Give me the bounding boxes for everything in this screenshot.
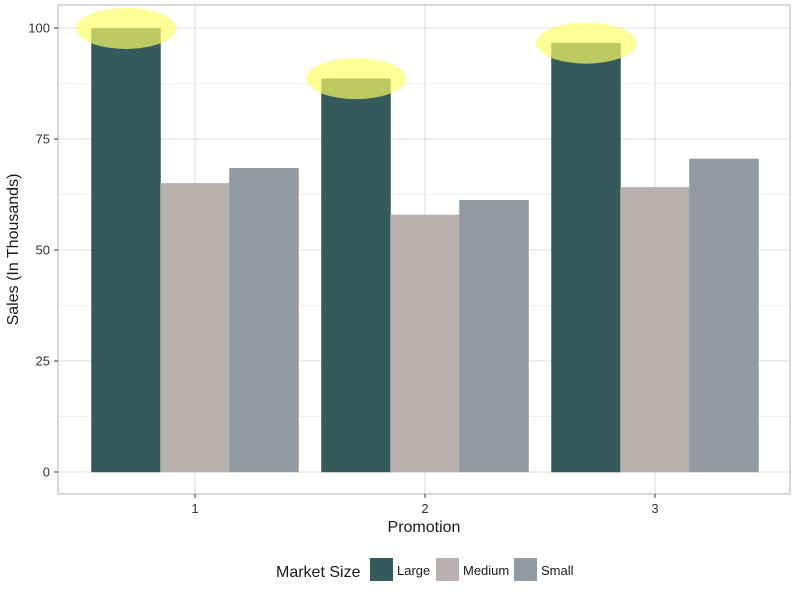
legend-label-large: Large bbox=[397, 563, 430, 578]
highlight-ellipse-3 bbox=[536, 22, 636, 64]
x-axis-ticks: 1 2 3 bbox=[191, 494, 659, 516]
bar-medium-3 bbox=[620, 187, 690, 473]
bar-medium-1 bbox=[160, 183, 230, 473]
y-axis-title: Sales (In Thousands) bbox=[5, 174, 22, 326]
bar-large-1 bbox=[91, 28, 161, 473]
bar-small-1 bbox=[229, 168, 299, 473]
y-tick-label: 0 bbox=[43, 465, 50, 480]
legend: Market Size Large Medium Small bbox=[276, 558, 574, 581]
legend-title: Market Size bbox=[276, 564, 361, 581]
y-tick-label: 50 bbox=[36, 243, 50, 258]
highlight-ellipse-1 bbox=[76, 7, 176, 49]
x-tick-label: 3 bbox=[651, 501, 658, 516]
x-axis-title: Promotion bbox=[388, 519, 461, 536]
bar-large-2 bbox=[321, 78, 391, 473]
bar-small-3 bbox=[689, 158, 759, 473]
legend-label-medium: Medium bbox=[463, 563, 509, 578]
legend-label-small: Small bbox=[541, 563, 574, 578]
bars bbox=[91, 28, 759, 473]
y-tick-label: 75 bbox=[36, 132, 50, 147]
highlight-ellipse-2 bbox=[306, 58, 406, 100]
legend-swatch-large bbox=[370, 558, 393, 581]
bar-large-3 bbox=[551, 42, 621, 473]
x-tick-label: 2 bbox=[421, 501, 428, 516]
y-axis-ticks: 0 25 50 75 100 bbox=[28, 21, 58, 480]
y-tick-label: 100 bbox=[28, 21, 50, 36]
legend-swatch-medium bbox=[436, 558, 459, 581]
bar-small-2 bbox=[459, 200, 529, 473]
highlight-markers bbox=[76, 7, 636, 100]
legend-swatch-small bbox=[514, 558, 537, 581]
x-tick-label: 1 bbox=[191, 501, 198, 516]
bar-medium-2 bbox=[390, 214, 460, 473]
y-tick-label: 25 bbox=[36, 354, 50, 369]
